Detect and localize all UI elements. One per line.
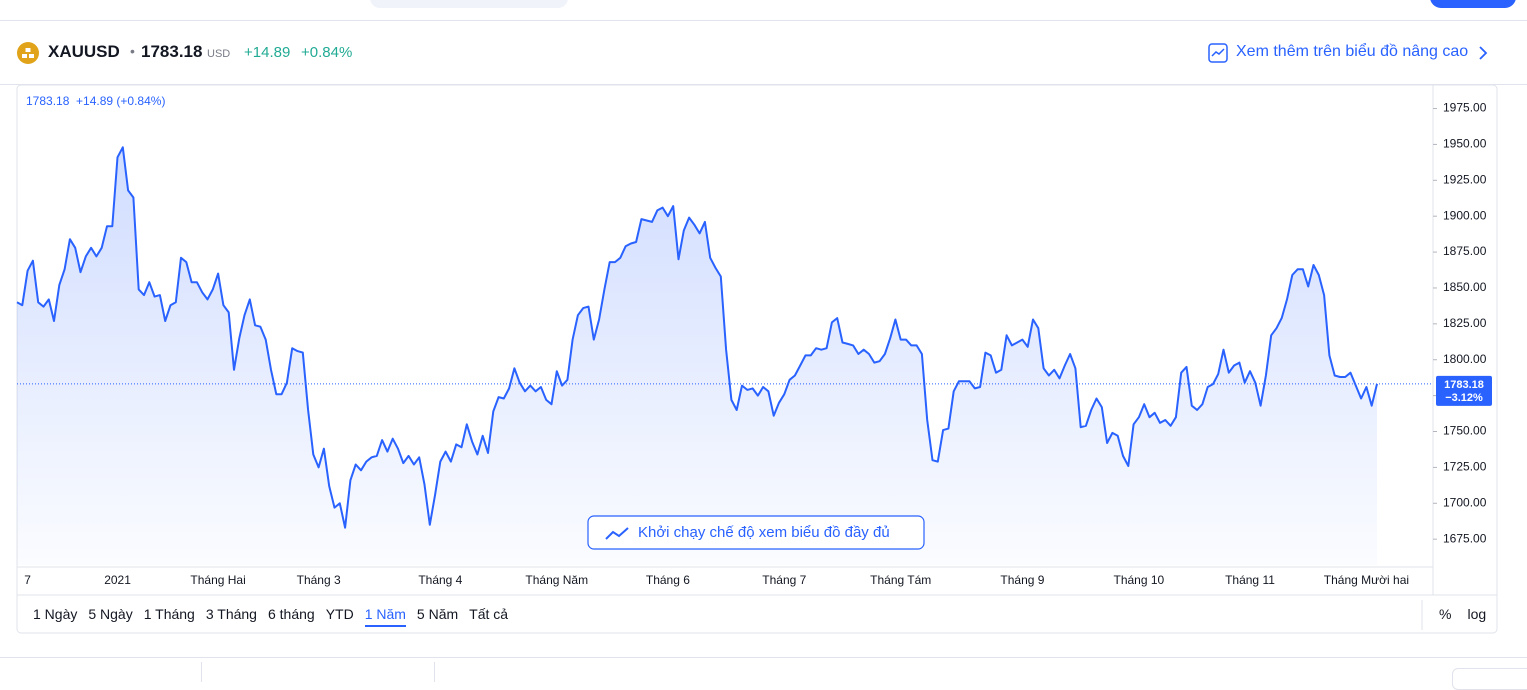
last-price-label: 1783.18 [1444,379,1484,391]
launch-button[interactable]: Khởi chạy chế độ xem biểu đồ đầy đủ [587,515,925,550]
y-tick-label: 1950.00 [1443,137,1487,151]
divider [434,662,435,682]
top-button[interactable] [1430,0,1516,8]
range-button[interactable]: YTD [325,606,354,622]
y-tick-label: 1750.00 [1443,424,1487,438]
change-percent: +0.84% [301,44,353,61]
y-tick-label: 1675.00 [1443,531,1487,545]
range-button[interactable]: 3 Tháng [205,606,257,622]
range-button[interactable]: 1 Ngày [33,606,78,622]
currency: USD [207,48,231,60]
symbol-icon [17,42,39,64]
x-tick-label: Tháng Hai [190,573,245,587]
y-tick-label: 1925.00 [1443,172,1487,186]
symbol[interactable]: XAUUSD [48,42,120,61]
search-box[interactable] [370,0,568,8]
range-button[interactable]: 6 tháng [267,606,315,622]
scale-button[interactable]: log [1467,606,1487,622]
y-tick-label: 1800.00 [1443,352,1487,366]
y-tick-label: 1900.00 [1443,208,1487,222]
y-tick-label: 1875.00 [1443,244,1487,258]
y-tick-label: 1975.00 [1443,101,1487,115]
y-tick-label: 1825.00 [1443,316,1487,330]
dot-separator: • [130,43,135,59]
chart-legend: 1783.18 +14.89 (+0.84%) [26,94,165,108]
y-tick-label: 1700.00 [1443,495,1487,509]
x-tick-label: Tháng 11 [1225,573,1275,587]
launch-button-box[interactable] [587,515,925,550]
range-button[interactable]: 5 Năm [416,606,459,622]
price-line [16,146,1378,529]
divider [0,657,1527,658]
range-button[interactable]: 1 Tháng [143,606,195,622]
last-change-label: −3.12% [1445,392,1483,404]
divider [0,20,1527,21]
x-tick-label: Tháng 6 [646,573,690,587]
advanced-link[interactable]: Xem thêm trên biểu đồ nâng cao [1236,43,1469,60]
area-fill [17,147,1377,566]
x-tick-label: Tháng 9 [1000,573,1044,587]
chevron[interactable] [1477,44,1489,62]
divider [201,662,202,682]
x-tick-label: Tháng 4 [418,573,462,587]
change: +14.89 [244,44,291,61]
launch-icon [605,527,629,540]
y-tick-label: 1725.00 [1443,460,1487,474]
x-tick-label: Tháng 3 [297,573,341,587]
x-tick-label: Tháng Mười hai [1324,573,1409,587]
y-tick-label: 1850.00 [1443,280,1487,294]
range-button[interactable]: Tất cả [469,606,509,622]
launch-button-label[interactable]: Khởi chạy chế độ xem biểu đồ đầy đủ [638,524,890,541]
x-tick-label: Tháng 7 [762,573,806,587]
x-tick-label: Tháng 10 [1114,573,1165,587]
x-tick-label: Tháng Tám [870,573,931,587]
price: 1783.18 [141,42,203,61]
x-tick-label: Tháng Năm [525,573,588,587]
range-button[interactable]: 5 Ngày [88,606,133,622]
scale-button[interactable]: % [1439,606,1452,622]
bottom-button[interactable] [1452,668,1527,690]
range-button[interactable]: 1 Năm [364,606,406,627]
x-tick-label: 7 [24,573,31,587]
x-tick-label: 2021 [104,573,131,587]
advanced-icon[interactable] [1208,43,1228,63]
last-price-box [1436,375,1492,406]
